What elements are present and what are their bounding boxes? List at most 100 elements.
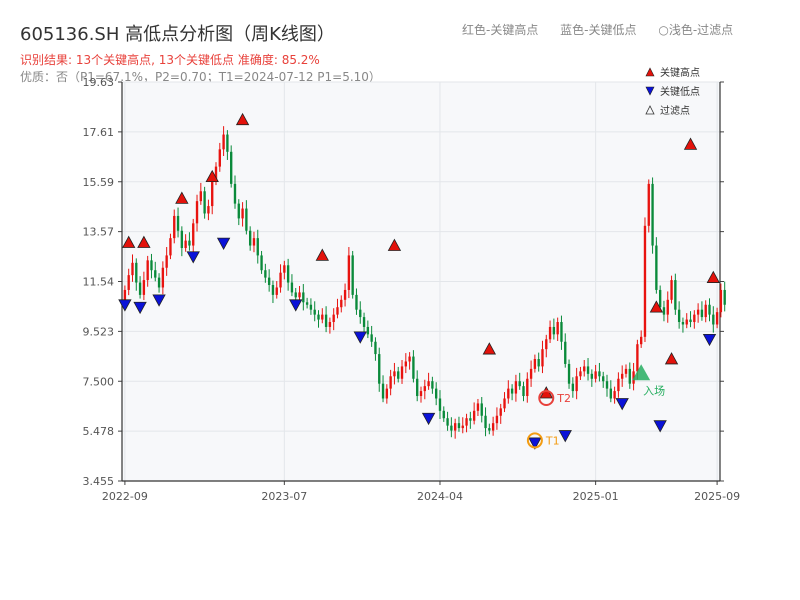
x-tick-label: 2023-07 (261, 490, 307, 503)
candle-body (283, 265, 286, 273)
candle-body (681, 322, 685, 325)
candle-body (294, 292, 297, 298)
key-high-marker (664, 352, 679, 365)
candle-body (457, 423, 461, 429)
y-tick-label: 9.523 (83, 325, 115, 338)
candle-body (594, 371, 597, 379)
candle-body (522, 386, 525, 397)
candle-body (723, 289, 726, 305)
candle-body (381, 383, 385, 399)
candle-body (628, 368, 631, 384)
key-low-marker (702, 333, 717, 347)
candle-body (298, 292, 301, 298)
candles-group (123, 126, 726, 439)
candle-body (131, 262, 134, 276)
candle-body (693, 314, 696, 323)
candle-body (617, 378, 620, 392)
quality-info: 优质：否（P1=67.1%，P2=0.70；T1=2024-07-12 P1=5… (20, 70, 381, 84)
candle-body (442, 410, 445, 419)
legend-key-high-symbol (645, 67, 655, 77)
candle-body (154, 270, 157, 278)
legend-light-label: ○浅色-过滤点 (658, 23, 734, 37)
candle-body (305, 302, 309, 305)
candle-body (514, 381, 518, 394)
candle-body (271, 285, 275, 295)
candle-body (647, 183, 650, 226)
key-low-marker (216, 237, 231, 250)
x-tick-label: 2025-01 (573, 490, 619, 503)
candle-body (472, 410, 476, 421)
legend-filtered-symbol (645, 105, 655, 115)
candle-body (541, 349, 544, 367)
key-high-marker (175, 191, 189, 204)
legend-red-label: 红色-关键高点 (462, 23, 539, 37)
candle-body (704, 304, 707, 318)
candle-body (548, 326, 552, 340)
candle-body (419, 391, 423, 397)
candle-body (150, 260, 153, 271)
key-low-marker (118, 299, 132, 312)
candle-body (192, 223, 195, 246)
candle-body (245, 208, 248, 231)
candle-body (431, 381, 434, 389)
key-low-marker (133, 301, 147, 315)
candle-body (127, 275, 130, 290)
candle-body (317, 314, 320, 320)
key-low-marker (421, 412, 436, 426)
key-high-marker (205, 169, 219, 183)
candle-body (397, 371, 400, 379)
key-low-marker (186, 251, 200, 264)
candle-body (309, 304, 313, 310)
candle-body (248, 230, 252, 246)
candle-body (670, 280, 673, 300)
candle-body (605, 381, 609, 389)
candle-body (545, 339, 548, 350)
candle-body (355, 294, 358, 310)
candle-body (662, 307, 666, 315)
candle-body (347, 255, 351, 290)
candle-body (579, 371, 582, 377)
candle-body (526, 378, 529, 397)
candle-body (188, 240, 191, 246)
legend-label: 过滤点 (660, 104, 690, 117)
key-high-marker (683, 137, 698, 150)
candle-body (609, 388, 612, 399)
candle-body (218, 149, 221, 167)
key-low-marker (615, 398, 629, 411)
candle-body (135, 262, 138, 283)
candle-body (484, 415, 487, 429)
candle-body (184, 240, 187, 249)
candle-body (677, 309, 681, 323)
candle-body (336, 307, 339, 315)
candle-body (366, 326, 370, 335)
candle-body (412, 356, 415, 379)
key-high-marker (387, 238, 402, 251)
candle-body (324, 314, 328, 327)
y-tick-label: 5.478 (83, 425, 115, 438)
candle-body (260, 255, 263, 271)
candle-body (674, 280, 677, 310)
candle-body (142, 280, 146, 295)
candle-body (416, 378, 419, 397)
y-tick-label: 19.63 (83, 76, 115, 89)
candle-body (438, 398, 442, 411)
candle-body (685, 319, 688, 325)
candle-body (374, 341, 377, 355)
candle-body (157, 277, 161, 288)
candle-body (537, 359, 540, 367)
candle-body (602, 376, 605, 382)
candle-body (408, 356, 411, 362)
entry-label: 入场 (643, 383, 665, 397)
legend-label: 关键高点 (660, 66, 700, 79)
candle-body (533, 359, 537, 369)
candle-body (583, 366, 586, 372)
y-tick-label: 15.59 (83, 176, 115, 189)
candle-body (453, 423, 457, 431)
candle-body (302, 292, 305, 303)
candle-body (123, 289, 127, 300)
candle-body (476, 403, 480, 411)
chart-title: 605136.SH 高低点分析图（周K线图） (20, 24, 335, 45)
x-tick-label: 2022-09 (102, 490, 148, 503)
entry-marker (632, 364, 651, 381)
candle-body (427, 381, 430, 387)
